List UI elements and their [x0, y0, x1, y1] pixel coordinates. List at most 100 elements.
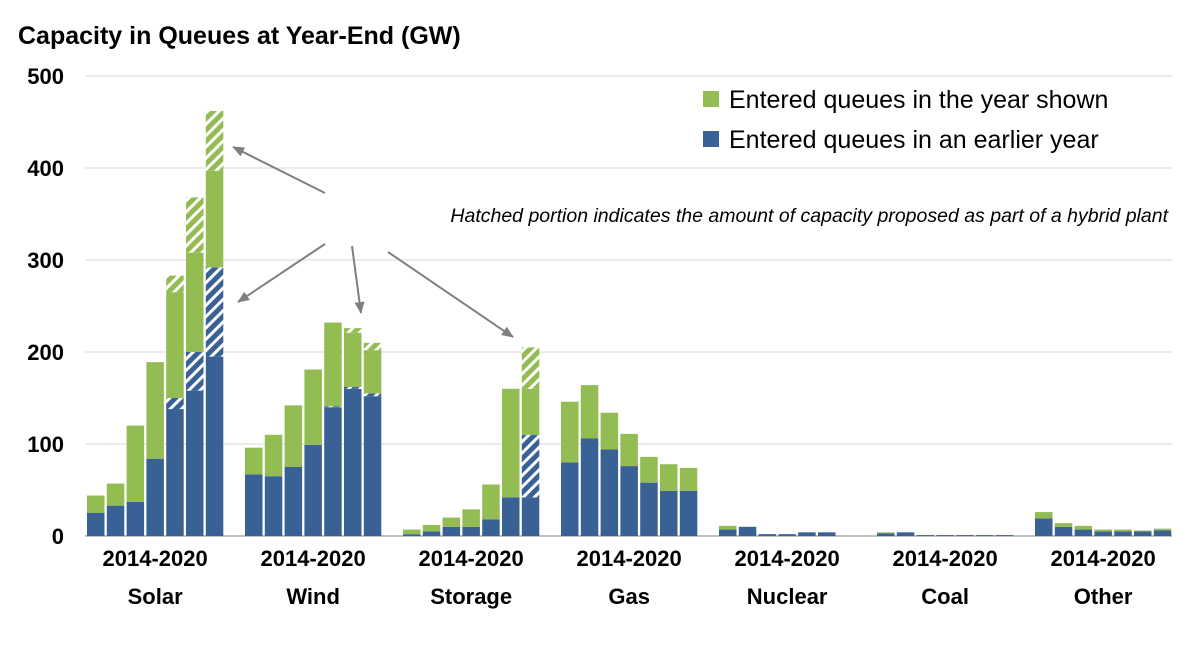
- annotation-arrow: [237, 243, 326, 303]
- bar-earlier: [660, 490, 678, 536]
- bar-earlier: [126, 501, 145, 536]
- x-category-label: Solar: [128, 584, 183, 609]
- bar-earlier-hybrid: [205, 267, 224, 357]
- bar-earlier-hybrid: [186, 352, 204, 391]
- y-axis: 0 100 200 300 400 500: [27, 64, 64, 549]
- bar-earlier: [304, 444, 322, 536]
- bar-earlier-hybrid: [344, 386, 362, 389]
- bar-earlier: [956, 535, 974, 536]
- annotation-arrow: [232, 146, 326, 194]
- bar-earlier: [896, 532, 915, 536]
- bar-earlier: [1094, 531, 1112, 536]
- y-tick-label: 100: [27, 432, 64, 457]
- bar-new: [1074, 525, 1093, 530]
- bar-new: [1054, 523, 1073, 527]
- bar-earlier: [580, 438, 599, 536]
- bar-earlier: [482, 519, 500, 536]
- bar-earlier: [166, 409, 184, 536]
- bar-earlier: [87, 513, 105, 536]
- bar-new: [264, 434, 283, 477]
- bar-earlier: [818, 532, 836, 536]
- bar-new: [580, 385, 599, 439]
- bar-new-hybrid: [344, 328, 362, 333]
- bar-earlier: [146, 458, 164, 536]
- bar-new: [620, 433, 638, 467]
- bar-new-hybrid: [205, 110, 224, 171]
- bar-earlier: [106, 505, 125, 536]
- bar-new: [719, 525, 737, 530]
- bar-new: [1153, 528, 1172, 531]
- bar-earlier-hybrid: [521, 434, 540, 498]
- annotation-text: Hatched portion indicates the amount of …: [450, 205, 1169, 227]
- bar-new: [1114, 529, 1132, 532]
- y-tick-label: 500: [27, 64, 64, 89]
- bar-new-hybrid: [186, 197, 204, 253]
- annotation-arrow: [387, 251, 514, 338]
- bar-earlier: [1114, 531, 1132, 536]
- x-year-range-label: 2014-2020: [261, 546, 366, 571]
- bar-earlier: [1054, 526, 1073, 536]
- bar-earlier: [679, 490, 698, 536]
- bar-earlier: [640, 482, 658, 536]
- bar-earlier: [502, 497, 520, 536]
- bar-new-hybrid: [521, 347, 540, 389]
- bar-new: [660, 464, 678, 491]
- legend-swatch-earlier: [703, 131, 719, 147]
- bar-new: [186, 252, 204, 352]
- bar-new: [1094, 529, 1112, 532]
- bar-earlier: [719, 529, 737, 536]
- bar-earlier: [284, 467, 303, 536]
- bar-new: [126, 425, 145, 502]
- y-tick-label: 300: [27, 248, 64, 273]
- bar-new: [600, 412, 619, 450]
- bar-new: [245, 447, 263, 475]
- bar-new: [521, 388, 540, 435]
- bar-new: [482, 484, 500, 520]
- legend-label-earlier: Entered queues in an earlier year: [729, 126, 1099, 154]
- x-category-label: Other: [1074, 584, 1133, 609]
- bar-new: [1134, 530, 1152, 532]
- bar-earlier: [264, 476, 283, 536]
- x-year-range-label: 2014-2020: [419, 546, 524, 571]
- bar-new: [561, 401, 579, 463]
- bar-new: [344, 332, 362, 387]
- bar-earlier: [344, 388, 362, 536]
- bar-new: [877, 532, 895, 534]
- bar-earlier: [422, 531, 441, 536]
- bar-earlier-hybrid: [363, 393, 382, 397]
- bar-earlier: [1035, 518, 1053, 536]
- bar-new: [403, 529, 421, 535]
- bar-new: [363, 350, 382, 394]
- bar-earlier: [798, 532, 816, 536]
- legend: Entered queues in the year shown Entered …: [703, 86, 1108, 154]
- bar-earlier: [324, 407, 342, 536]
- x-axis: 2014-2020 Solar 2014-2020 Wind 2014-2020 Stor…: [103, 546, 1156, 609]
- chart-title: Capacity in Queues at Year-End (GW): [18, 22, 461, 50]
- bar-earlier: [1074, 529, 1093, 536]
- bar-earlier: [186, 390, 204, 536]
- bar-earlier: [738, 526, 757, 536]
- y-tick-label: 0: [52, 524, 64, 549]
- bar-new: [462, 509, 480, 527]
- bar-new: [205, 170, 224, 268]
- x-year-range-label: 2014-2020: [577, 546, 682, 571]
- legend-swatch-new: [703, 91, 719, 107]
- bar-new: [304, 369, 322, 445]
- bar-earlier: [363, 396, 382, 536]
- bar-earlier: [620, 466, 638, 536]
- bar-earlier: [205, 356, 224, 536]
- x-category-label: Storage: [430, 584, 512, 609]
- bar-earlier: [245, 474, 263, 536]
- bar-new-hybrid: [166, 275, 184, 293]
- bar-new: [640, 456, 658, 483]
- bar-earlier: [936, 535, 954, 536]
- bars: [87, 110, 1172, 536]
- bar-earlier: [521, 497, 540, 536]
- legend-label-new: Entered queues in the year shown: [729, 86, 1108, 114]
- bar-earlier-hybrid: [324, 406, 342, 408]
- bar-earlier: [561, 462, 579, 536]
- bar-new: [442, 517, 461, 527]
- annotation-arrow: [351, 245, 365, 314]
- bar-earlier: [442, 526, 461, 536]
